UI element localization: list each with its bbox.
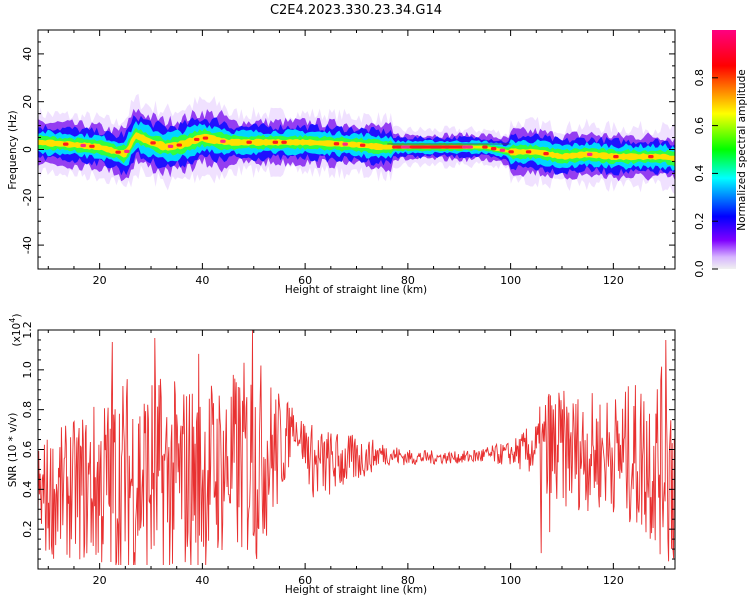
spectrogram-peak: [613, 154, 619, 159]
snr-multiplier-base: (x10: [11, 323, 23, 347]
spectrogram-peak: [342, 142, 348, 146]
y-tick-label: 40: [21, 47, 34, 61]
y-tick-label: -20: [21, 188, 34, 206]
spectrogram-peak: [115, 150, 121, 154]
spectrogram-peak: [202, 136, 209, 140]
spectrogram-peak: [435, 145, 447, 149]
spectrogram-peak: [193, 137, 200, 142]
spectrogram-peak: [220, 139, 226, 143]
spectrogram-peak: [418, 145, 430, 149]
svg-text:(x104): (x104): [8, 314, 23, 347]
spectrogram-peak: [281, 140, 287, 144]
x-tick-label: 20: [93, 574, 107, 587]
colorbar-ticks: 0.0 0.2 0.4 0.6 0.8: [693, 69, 718, 278]
colorbar-tick-label: 0.2: [693, 212, 706, 230]
y-tick-label: -40: [21, 236, 34, 254]
snr-y-axis-label: SNR (10 * v/v): [7, 413, 19, 488]
snr-x-axis-label: Height of straight line (km): [285, 584, 427, 596]
colorbar-ramp: [712, 30, 736, 269]
spectrogram-peak: [453, 145, 465, 149]
spectrogram-peak: [400, 145, 412, 149]
chart-title: C2E4.2023.330.23.34.G14: [270, 3, 442, 18]
spectrogram-peak: [246, 140, 252, 144]
y-tick-label: 20: [21, 95, 34, 109]
y-tick-label: 0.2: [21, 520, 34, 538]
spectrogram-plot-area: [38, 93, 675, 195]
spectrogram-x-ticks: 20 40 60 80 100 120: [47, 30, 666, 287]
spectrogram-peak: [444, 145, 456, 149]
x-tick-label: 100: [500, 274, 521, 287]
spectrogram-peak: [508, 150, 514, 154]
spectrogram-peak: [648, 154, 654, 159]
snr-y-ticks: 0.2 0.4 0.6 0.8 1.0 1.2: [21, 321, 675, 570]
spectrogram-y-axis-label: Frequency (Hz): [7, 110, 19, 189]
spectrogram-y-ticks: -40 -20 0 20 40: [21, 29, 675, 270]
snr-x-ticks: 20 40 60 80 100 120: [47, 330, 666, 587]
colorbar-tick-label: 0.8: [693, 69, 706, 87]
spectrogram-peak: [62, 142, 69, 146]
spectrogram-peak: [482, 145, 488, 149]
colorbar: 0.0 0.2 0.4 0.6 0.8 Normalized spectral ampl…: [693, 30, 748, 278]
spectrogram-panel: 20 40 60 80 100 120 -40 -20 0 20 40 Height of str…: [7, 29, 676, 296]
spectrogram-peak: [525, 150, 532, 154]
colorbar-label: Normalized spectral amplitude: [736, 69, 748, 230]
spectrogram-peak: [150, 141, 156, 145]
spectrogram-peak: [392, 145, 404, 149]
spectrogram-peak: [80, 143, 86, 148]
spectrogram-peak: [461, 145, 473, 149]
spectrogram-peak: [167, 144, 174, 148]
spectrogram-peak: [409, 145, 421, 149]
y-tick-label: 1.0: [21, 361, 34, 379]
spectrogram-peak: [124, 149, 130, 153]
y-tick-label: 0.4: [21, 481, 34, 499]
x-tick-label: 60: [298, 274, 312, 287]
x-tick-label: 100: [500, 574, 521, 587]
y-tick-label: 0.8: [21, 401, 34, 419]
x-tick-label: 40: [195, 574, 209, 587]
x-tick-label: 80: [401, 274, 415, 287]
x-tick-label: 120: [603, 574, 624, 587]
colorbar-tick-label: 0.4: [693, 165, 706, 183]
x-tick-label: 120: [603, 274, 624, 287]
x-tick-label: 60: [298, 574, 312, 587]
spectrogram-peak: [499, 148, 506, 152]
spectrogram-peak: [272, 140, 279, 144]
spectrogram-x-axis-label: Height of straight line (km): [285, 284, 427, 296]
colorbar-tick-label: 0.6: [693, 117, 706, 135]
snr-panel: 20 40 60 80 100 120 0.2 0.4 0.6 0.8 1.0 1.2 Height…: [7, 314, 676, 596]
spectrogram-peak: [89, 144, 95, 148]
snr-plot-area: [38, 330, 675, 566]
spectrogram-peak: [490, 147, 497, 151]
spectrogram-peak: [427, 145, 439, 149]
spectrogram-peak: [586, 152, 593, 156]
spectrogram-peak: [176, 143, 183, 147]
y-tick-label: 1.2: [21, 321, 34, 339]
spectrogram-peak: [543, 152, 549, 156]
spectrogram-peak: [333, 142, 340, 146]
colorbar-tick-label: 0.0: [693, 260, 706, 278]
x-tick-label: 80: [401, 574, 415, 587]
x-tick-label: 20: [93, 274, 107, 287]
y-tick-label: 0.6: [21, 441, 34, 459]
x-tick-label: 40: [195, 274, 209, 287]
y-tick-label: 0: [21, 146, 34, 153]
snr-multiplier: (x104): [8, 314, 23, 347]
spectrogram-peak: [359, 143, 366, 147]
snr-multiplier-exp: 4: [8, 318, 17, 323]
snr-series-line: [38, 330, 675, 566]
